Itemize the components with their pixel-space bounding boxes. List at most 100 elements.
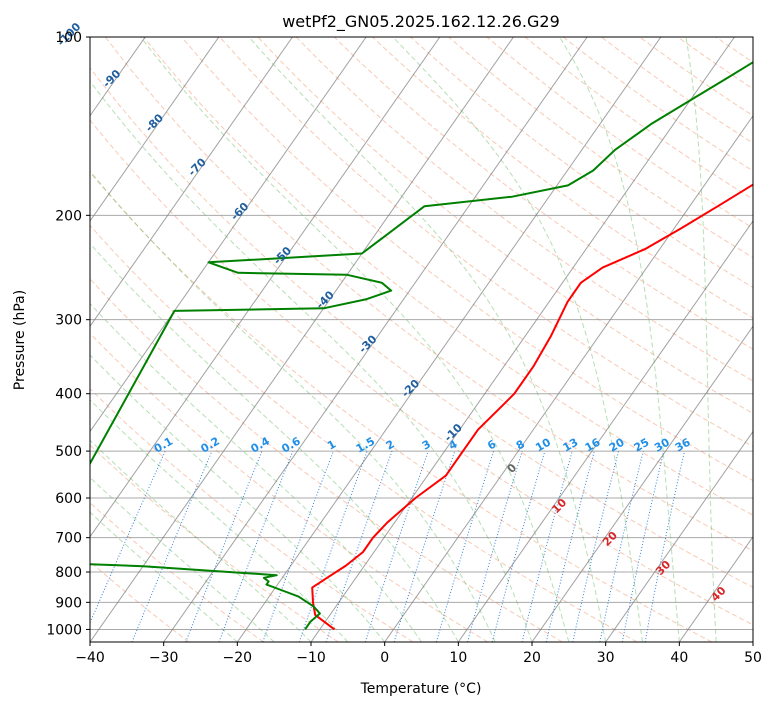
isotherm-label: -80 — [143, 111, 166, 134]
mixing-ratio-line — [435, 450, 495, 642]
mixing-ratio-label: 0.1 — [152, 435, 175, 456]
mixing-ratio-label: 10 — [533, 435, 553, 454]
x-axis-label: Temperature (°C) — [360, 681, 482, 697]
mixing-ratio-label: 6 — [485, 437, 498, 452]
x-tick-label: −20 — [223, 650, 253, 666]
dry-adiabat — [90, 502, 264, 642]
wet-bulb-label: 20 — [600, 529, 620, 549]
mixing-ratio-line — [521, 450, 573, 642]
dry-adiabat — [90, 119, 753, 626]
y-tick-label: 100 — [55, 30, 82, 46]
mixing-ratio-label: 30 — [652, 435, 672, 454]
isotherm-line — [236, 37, 662, 642]
chart-title: wetPf2_GN05.2025.162.12.26.G29 — [282, 12, 560, 32]
mixing-ratio-line — [298, 450, 368, 642]
dry-adiabat — [90, 388, 414, 642]
dry-adiabat — [372, 37, 753, 319]
dry-adiabat — [143, 37, 753, 516]
x-tick-label: 40 — [670, 650, 688, 666]
isobar-grid-lines — [90, 37, 753, 630]
x-tick-label: 10 — [449, 650, 467, 666]
mixing-ratio-label: 1.5 — [354, 435, 377, 456]
isotherm-line — [163, 37, 588, 642]
mixing-ratio-line — [325, 450, 393, 642]
mixing-ratio-label: 0.6 — [279, 434, 303, 455]
dry-adiabat — [90, 171, 712, 642]
mixing-ratio-line — [467, 450, 523, 642]
y-tick-label: 800 — [55, 565, 82, 581]
isotherm-line — [90, 37, 514, 642]
wet-bulb-label: 40 — [709, 584, 729, 604]
isotherm-label: -70 — [186, 155, 209, 178]
y-tick-label: 900 — [55, 595, 82, 611]
dry-adiabat — [639, 37, 753, 117]
mixing-ratio-line — [393, 450, 456, 642]
isotherm-line — [90, 37, 441, 538]
moist-adiabat — [140, 37, 570, 642]
isotherm-line — [752, 641, 753, 642]
dry-adiabat — [754, 37, 775, 642]
mixing-ratio-label: 36 — [673, 435, 693, 454]
dry-adiabat — [448, 37, 753, 259]
profile-series — [90, 61, 753, 631]
mixing-ratio-line — [572, 450, 620, 642]
isotherm-label: -30 — [356, 332, 379, 355]
dry-adiabat — [181, 37, 753, 482]
mixing-ratio-label: 16 — [583, 435, 603, 454]
moist-adiabat — [248, 37, 607, 642]
dry-adiabat-lines — [90, 37, 775, 642]
mixing-ratio-line — [491, 450, 546, 642]
temperature-line — [311, 183, 753, 631]
x-axis-ticks: −40 −30 −20 −10 0 10 20 30 40 50 — [75, 642, 762, 666]
isotherm-line — [531, 325, 753, 642]
y-tick-label: 400 — [55, 387, 82, 403]
isotherm-line — [384, 114, 753, 642]
dry-adiabat — [295, 37, 753, 382]
mixing-ratio-line — [131, 450, 213, 642]
y-axis-label: Pressure (hPa) — [12, 290, 28, 390]
dry-adiabat — [333, 37, 753, 350]
x-tick-label: −30 — [149, 650, 179, 666]
x-tick-label: −10 — [296, 650, 326, 666]
mixing-ratio-line — [364, 450, 429, 642]
mixing-ratio-line — [545, 450, 595, 642]
mixing-ratio-line — [90, 450, 166, 625]
mixing-ratio-label: 2 — [384, 438, 397, 453]
isotherm-label: -60 — [228, 200, 251, 223]
mixing-ratio-label: 3 — [420, 438, 433, 453]
moist-adiabat — [90, 476, 275, 642]
y-tick-label: 1000 — [46, 622, 82, 638]
y-axis-ticks: 1000 900 800 700 600 500 400 300 200 100 — [46, 30, 90, 638]
moist-adiabat-lines — [90, 37, 717, 642]
moist-adiabat — [90, 242, 459, 642]
mixing-ratio-line — [621, 450, 665, 642]
plot-frame — [89, 36, 754, 643]
moist-adiabat — [90, 354, 386, 642]
isotherm-line — [90, 37, 220, 222]
x-tick-label: 50 — [744, 650, 762, 666]
isotherm-label: -90 — [100, 67, 123, 90]
mixing-ratio-line — [644, 450, 685, 642]
x-tick-label: −40 — [75, 650, 105, 666]
moist-adiabat — [685, 37, 717, 642]
mixing-ratio-lines — [90, 450, 685, 642]
dry-adiabat — [90, 67, 753, 588]
mixing-ratio-line — [599, 450, 644, 642]
mixing-ratio-label: 0.4 — [249, 434, 273, 455]
y-tick-label: 700 — [55, 531, 82, 547]
dry-adiabat — [486, 37, 753, 229]
wet-bulb-label: 30 — [653, 558, 673, 578]
dewpoint-line — [90, 61, 753, 630]
isotherm-label: -20 — [399, 377, 422, 400]
dry-adiabat — [219, 37, 753, 448]
isotherm-line — [0, 37, 72, 642]
dry-adiabat — [90, 444, 339, 642]
moist-adiabat — [90, 80, 533, 642]
dry-adiabat — [90, 332, 488, 642]
moist-adiabat — [90, 302, 422, 642]
mixing-ratio-label: 13 — [561, 436, 581, 455]
isotherm-line — [310, 37, 735, 642]
isotherm-line — [457, 220, 753, 642]
moist-adiabat — [392, 37, 643, 642]
